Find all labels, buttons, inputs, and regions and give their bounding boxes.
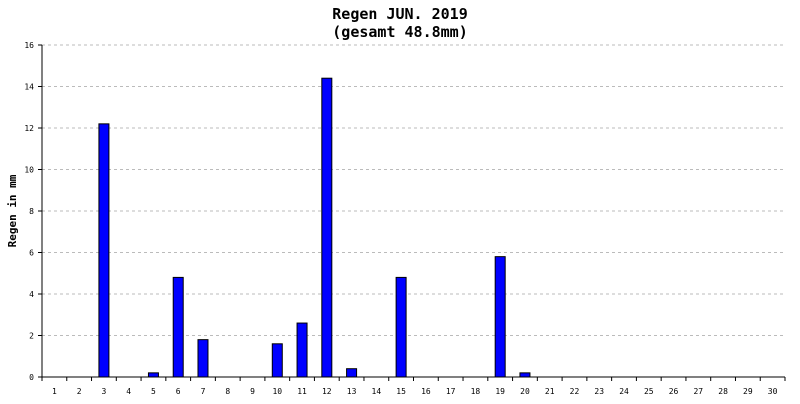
x-tick-label: 30 <box>768 387 778 396</box>
x-tick-label: 3 <box>102 387 107 396</box>
y-axis-label: Regen in mm <box>6 174 19 247</box>
bar-day-15 <box>395 276 407 378</box>
x-tick-label: 7 <box>201 387 206 396</box>
x-tick-label: 21 <box>545 387 555 396</box>
x-tick-label: 16 <box>421 387 431 396</box>
x-tick-label: 24 <box>619 387 629 396</box>
chart-title: Regen JUN. 2019 <box>332 5 467 23</box>
bar-day-12 <box>321 77 333 378</box>
y-tick-label: 4 <box>29 290 34 299</box>
y-tick-label: 6 <box>29 249 34 258</box>
y-tick-label: 16 <box>24 41 34 50</box>
y-tick-label: 8 <box>29 207 34 216</box>
y-tick-label: 12 <box>24 124 34 133</box>
x-tick-label: 1 <box>52 387 57 396</box>
bar-day-7 <box>197 339 209 378</box>
bar-day-13 <box>346 368 358 378</box>
x-tick-label: 14 <box>372 387 382 396</box>
x-tick-label: 22 <box>570 387 580 396</box>
x-tick-label: 13 <box>347 387 357 396</box>
x-tick-label: 26 <box>669 387 679 396</box>
grid-layer <box>42 44 785 336</box>
x-tick-label: 15 <box>396 387 406 396</box>
x-tick-label: 19 <box>495 387 505 396</box>
x-tick-label: 20 <box>520 387 530 396</box>
x-tick-label: 18 <box>471 387 481 396</box>
bar-day-20 <box>519 372 531 378</box>
y-tick-label: 14 <box>24 83 34 92</box>
bar-day-10 <box>271 343 283 378</box>
axis-layer <box>38 44 786 381</box>
y-tick-label: 0 <box>29 373 34 382</box>
bar-day-19 <box>494 256 506 378</box>
x-tick-label: 28 <box>718 387 728 396</box>
x-tick-label: 10 <box>272 387 282 396</box>
bar-day-6 <box>172 276 184 378</box>
chart-subtitle: (gesamt 48.8mm) <box>332 23 467 41</box>
x-tick-label: 4 <box>126 387 131 396</box>
x-tick-label: 17 <box>446 387 456 396</box>
bar-day-5 <box>147 372 159 378</box>
x-tick-label: 27 <box>693 387 703 396</box>
x-tick-label: 29 <box>743 387 753 396</box>
x-tick-label: 8 <box>225 387 230 396</box>
x-tick-label: 12 <box>322 387 332 396</box>
x-tick-label: 2 <box>77 387 82 396</box>
bar-day-3 <box>98 123 110 378</box>
bar-day-11 <box>296 322 308 378</box>
x-tick-label: 5 <box>151 387 156 396</box>
y-tick-label: 10 <box>24 166 34 175</box>
y-tick-label: 2 <box>29 332 34 341</box>
x-tick-label: 11 <box>297 387 307 396</box>
x-tick-label: 25 <box>644 387 654 396</box>
x-tick-label: 9 <box>250 387 255 396</box>
x-tick-label: 6 <box>176 387 181 396</box>
bars-layer <box>98 77 531 378</box>
x-tick-label: 23 <box>594 387 604 396</box>
